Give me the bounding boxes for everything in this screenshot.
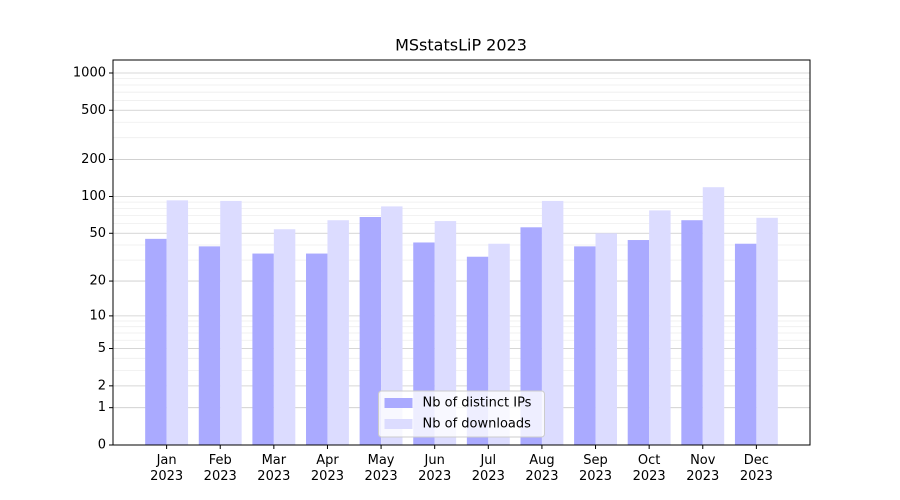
x-tick-label: Mar 2023 [257,453,291,484]
legend-label: Nb of downloads [423,417,532,432]
legend: Nb of distinct IPs Nb of downloads [378,390,545,438]
x-tick-label: Dec 2023 [739,453,773,484]
x-tick-label: Jul 2023 [471,453,505,484]
legend-swatch [384,398,413,408]
x-tick-label: Aug 2023 [525,453,559,484]
plot-frame [112,59,811,446]
bar [756,217,778,445]
x-tick-label: Oct 2023 [632,453,666,484]
x-tick-label: Jun 2023 [418,453,452,484]
chart-title: MSstatsLiP 2023 [395,36,527,55]
y-tick-label: 200 [81,152,106,167]
y-tick-label: 0 [98,438,106,453]
bar [734,243,757,445]
bar [273,229,296,445]
bar [145,238,167,445]
bar [595,233,617,445]
bar [166,200,189,445]
x-tick-label: Apr 2023 [310,453,344,484]
x-tick-label: Jan 2023 [150,453,184,484]
bar [434,221,457,445]
bar [327,220,349,445]
bar [627,240,650,445]
y-tick-label: 1000 [73,65,106,80]
bar [381,206,403,445]
bar [306,253,328,445]
y-tick-label: 100 [81,189,106,204]
bar [702,187,725,445]
x-tick-label: Feb 2023 [203,453,237,484]
x-tick-label: Sep 2023 [578,453,613,484]
bar [649,210,671,445]
bar [198,246,221,445]
y-tick-label: 50 [89,226,106,241]
x-tick-label: Nov 2023 [686,453,720,484]
y-tick-label: 20 [89,274,106,289]
y-tick-label: 10 [89,308,106,323]
y-tick-label: 2 [98,378,106,393]
legend-box [378,390,545,438]
bar [681,220,703,445]
bar [541,200,564,445]
legend-label: Nb of distinct IPs [423,396,532,411]
legend-swatch [384,419,413,429]
bar [574,246,596,445]
x-tick-label: May 2023 [364,453,398,484]
bar [252,253,274,445]
bar [220,200,242,445]
y-tick-label: 500 [81,103,106,118]
y-tick-label: 1 [98,400,106,415]
y-tick-label: 5 [98,341,106,356]
bar [359,217,382,445]
